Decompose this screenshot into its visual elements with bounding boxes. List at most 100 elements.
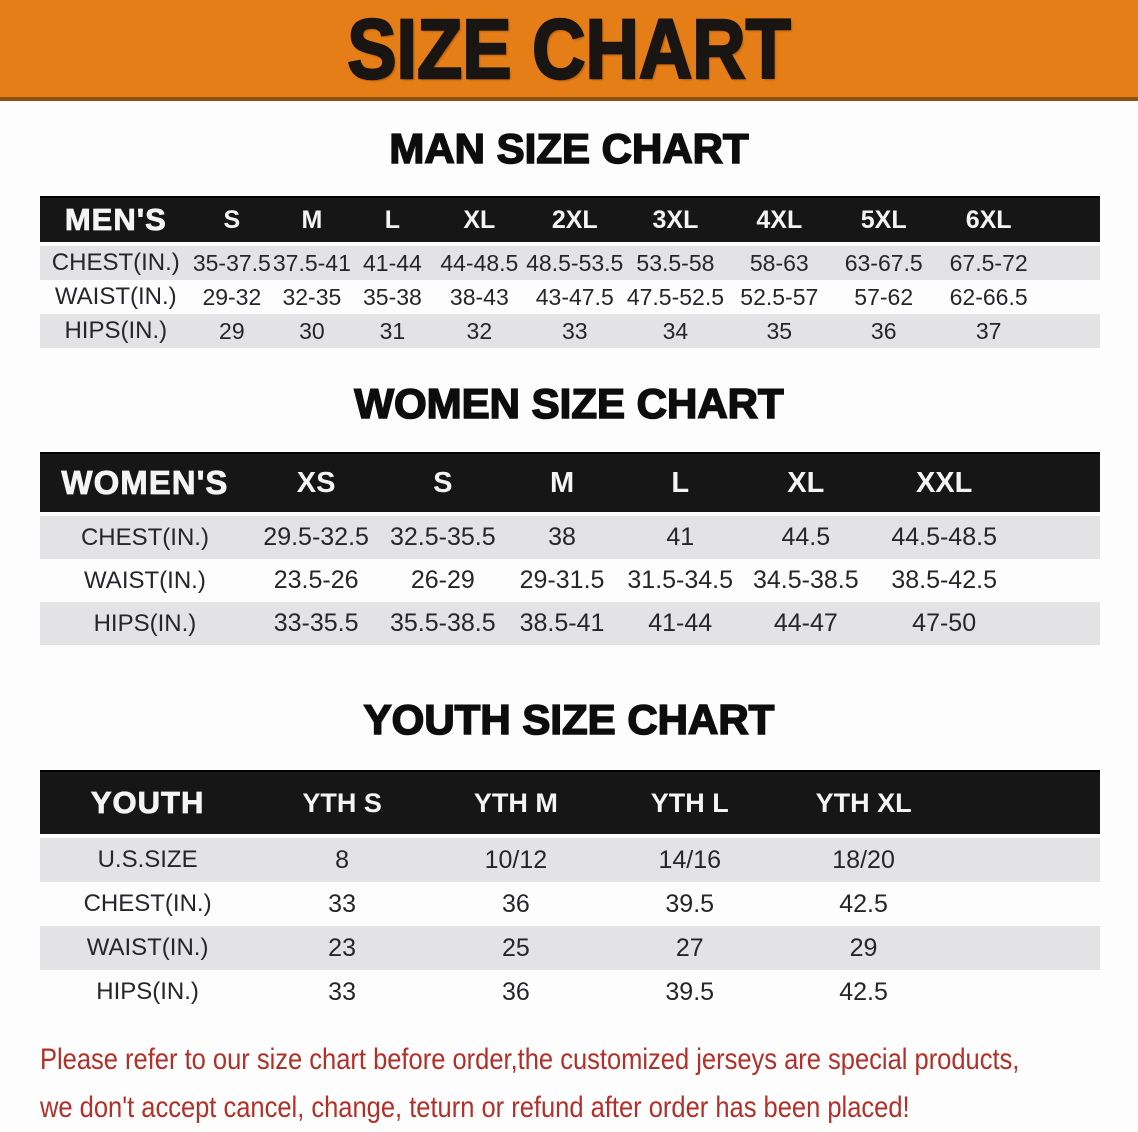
youth-ussize-row: U.S.SIZE 8 10/12 14/16 18/20 — [40, 838, 1100, 882]
row-label: WAIST(IN.) — [40, 926, 256, 970]
women-hips-row: HIPS(IN.) 33-35.5 35.5-38.5 38.5-41 41-4… — [40, 602, 1100, 645]
men-waist-row: WAIST(IN.) 29-32 32-35 35-38 38-43 43-47… — [40, 280, 1100, 314]
men-col-header: L — [351, 196, 434, 246]
size-cell: 10/12 — [429, 838, 603, 882]
men-col-header: M — [272, 196, 352, 246]
row-label: CHEST(IN.) — [40, 516, 250, 559]
size-cell: 31.5-34.5 — [620, 559, 740, 602]
size-cell-filler — [1041, 280, 1100, 314]
size-cell: 33-35.5 — [249, 602, 383, 645]
row-label: CHEST(IN.) — [40, 246, 192, 280]
size-cell: 34 — [624, 314, 727, 348]
banner-title: SIZE CHART — [346, 1, 792, 96]
size-cell: 29 — [776, 926, 951, 970]
women-col-header: M — [503, 452, 621, 516]
size-cell: 38 — [503, 516, 621, 559]
size-cell: 43-47.5 — [525, 280, 625, 314]
size-cell: 44.5-48.5 — [872, 516, 1017, 559]
row-label: WAIST(IN.) — [40, 280, 192, 314]
size-cell: 35-37.5 — [191, 246, 273, 280]
youth-col-header: YTH S — [255, 770, 429, 838]
size-cell: 41-44 — [620, 602, 740, 645]
row-label: CHEST(IN.) — [40, 882, 256, 926]
size-cell: 41-44 — [351, 246, 434, 280]
size-cell: 30 — [272, 314, 352, 348]
men-col-header: 3XL — [624, 196, 727, 246]
size-cell: 36 — [429, 970, 603, 1014]
size-cell: 42.5 — [776, 970, 951, 1014]
size-cell-filler — [1016, 559, 1100, 602]
size-cell: 34.5-38.5 — [739, 559, 873, 602]
women-size-table: WOMEN'S XS S M L XL XXL CHEST(IN.) 29.5-… — [40, 452, 1100, 645]
men-table-label: MEN'S — [40, 196, 192, 246]
women-col-header: XXL — [872, 452, 1017, 516]
size-cell: 14/16 — [602, 838, 777, 882]
youth-col-header: YTH XL — [776, 770, 951, 838]
size-cell-filler — [950, 926, 1100, 970]
size-cell: 29-32 — [191, 280, 273, 314]
youth-chest-row: CHEST(IN.) 33 36 39.5 42.5 — [40, 882, 1100, 926]
women-col-header: L — [620, 452, 740, 516]
size-cell-filler — [950, 882, 1100, 926]
men-hips-row: HIPS(IN.) 29 30 31 32 33 34 35 36 37 — [40, 314, 1100, 348]
men-col-header: 4XL — [726, 196, 832, 246]
size-cell: 26-29 — [382, 559, 504, 602]
size-cell: 35-38 — [351, 280, 434, 314]
size-cell-filler — [1016, 516, 1100, 559]
size-cell: 44-47 — [739, 602, 873, 645]
size-cell: 38-43 — [433, 280, 526, 314]
size-cell-filler — [1016, 602, 1100, 645]
size-cell: 53.5-58 — [624, 246, 727, 280]
youth-col-header: YTH L — [602, 770, 777, 838]
size-cell: 39.5 — [602, 970, 777, 1014]
youth-header-row: YOUTH YTH S YTH M YTH L YTH XL — [40, 770, 1100, 838]
disclaimer-note: Please refer to our size chart before or… — [40, 1036, 1130, 1132]
size-cell: 27 — [602, 926, 777, 970]
youth-table-label: YOUTH — [40, 770, 256, 838]
size-cell: 57-62 — [831, 280, 936, 314]
men-chest-row: CHEST(IN.) 35-37.5 37.5-41 41-44 44-48.5… — [40, 246, 1100, 280]
row-label: HIPS(IN.) — [40, 602, 250, 645]
row-label: HIPS(IN.) — [40, 314, 192, 348]
men-col-header: XL — [433, 196, 526, 246]
size-cell: 32.5-35.5 — [382, 516, 504, 559]
size-cell: 35 — [726, 314, 832, 348]
size-cell: 38.5-41 — [503, 602, 621, 645]
size-cell: 48.5-53.5 — [525, 246, 625, 280]
women-table-label: WOMEN'S — [40, 452, 250, 516]
men-col-header: 6XL — [935, 196, 1042, 246]
size-cell: 63-67.5 — [831, 246, 936, 280]
size-cell: 37.5-41 — [272, 246, 352, 280]
size-cell: 47.5-52.5 — [624, 280, 727, 314]
women-col-header: XS — [249, 452, 383, 516]
men-header-row: MEN'S S M L XL 2XL 3XL 4XL 5XL 6XL — [40, 196, 1100, 246]
women-col-header: S — [382, 452, 504, 516]
women-waist-row: WAIST(IN.) 23.5-26 26-29 29-31.5 31.5-34… — [40, 559, 1100, 602]
men-col-header: 2XL — [525, 196, 625, 246]
size-cell: 44-48.5 — [433, 246, 526, 280]
size-cell: 23.5-26 — [249, 559, 383, 602]
size-cell: 25 — [429, 926, 603, 970]
size-cell: 38.5-42.5 — [872, 559, 1017, 602]
youth-size-table: YOUTH YTH S YTH M YTH L YTH XL U.S.SIZE … — [40, 770, 1100, 1014]
size-cell: 35.5-38.5 — [382, 602, 504, 645]
row-label: HIPS(IN.) — [40, 970, 256, 1014]
size-cell: 23 — [255, 926, 429, 970]
size-cell-filler — [950, 838, 1100, 882]
disclaimer-line-2: we don't accept cancel, change, teturn o… — [40, 1091, 910, 1124]
size-cell: 37 — [935, 314, 1042, 348]
youth-waist-row: WAIST(IN.) 23 25 27 29 — [40, 926, 1100, 970]
size-cell-filler — [1041, 314, 1100, 348]
youth-section-heading: YOUTH SIZE CHART — [363, 696, 775, 744]
banner: SIZE CHART — [0, 0, 1138, 101]
men-section-heading: MAN SIZE CHART — [389, 125, 750, 173]
size-cell: 36 — [831, 314, 936, 348]
women-chest-row: CHEST(IN.) 29.5-32.5 32.5-35.5 38 41 44.… — [40, 516, 1100, 559]
size-cell: 29 — [191, 314, 273, 348]
size-cell: 58-63 — [726, 246, 832, 280]
row-label: WAIST(IN.) — [40, 559, 250, 602]
youth-hips-row: HIPS(IN.) 33 36 39.5 42.5 — [40, 970, 1100, 1014]
size-cell: 29.5-32.5 — [249, 516, 383, 559]
size-cell: 32-35 — [272, 280, 352, 314]
